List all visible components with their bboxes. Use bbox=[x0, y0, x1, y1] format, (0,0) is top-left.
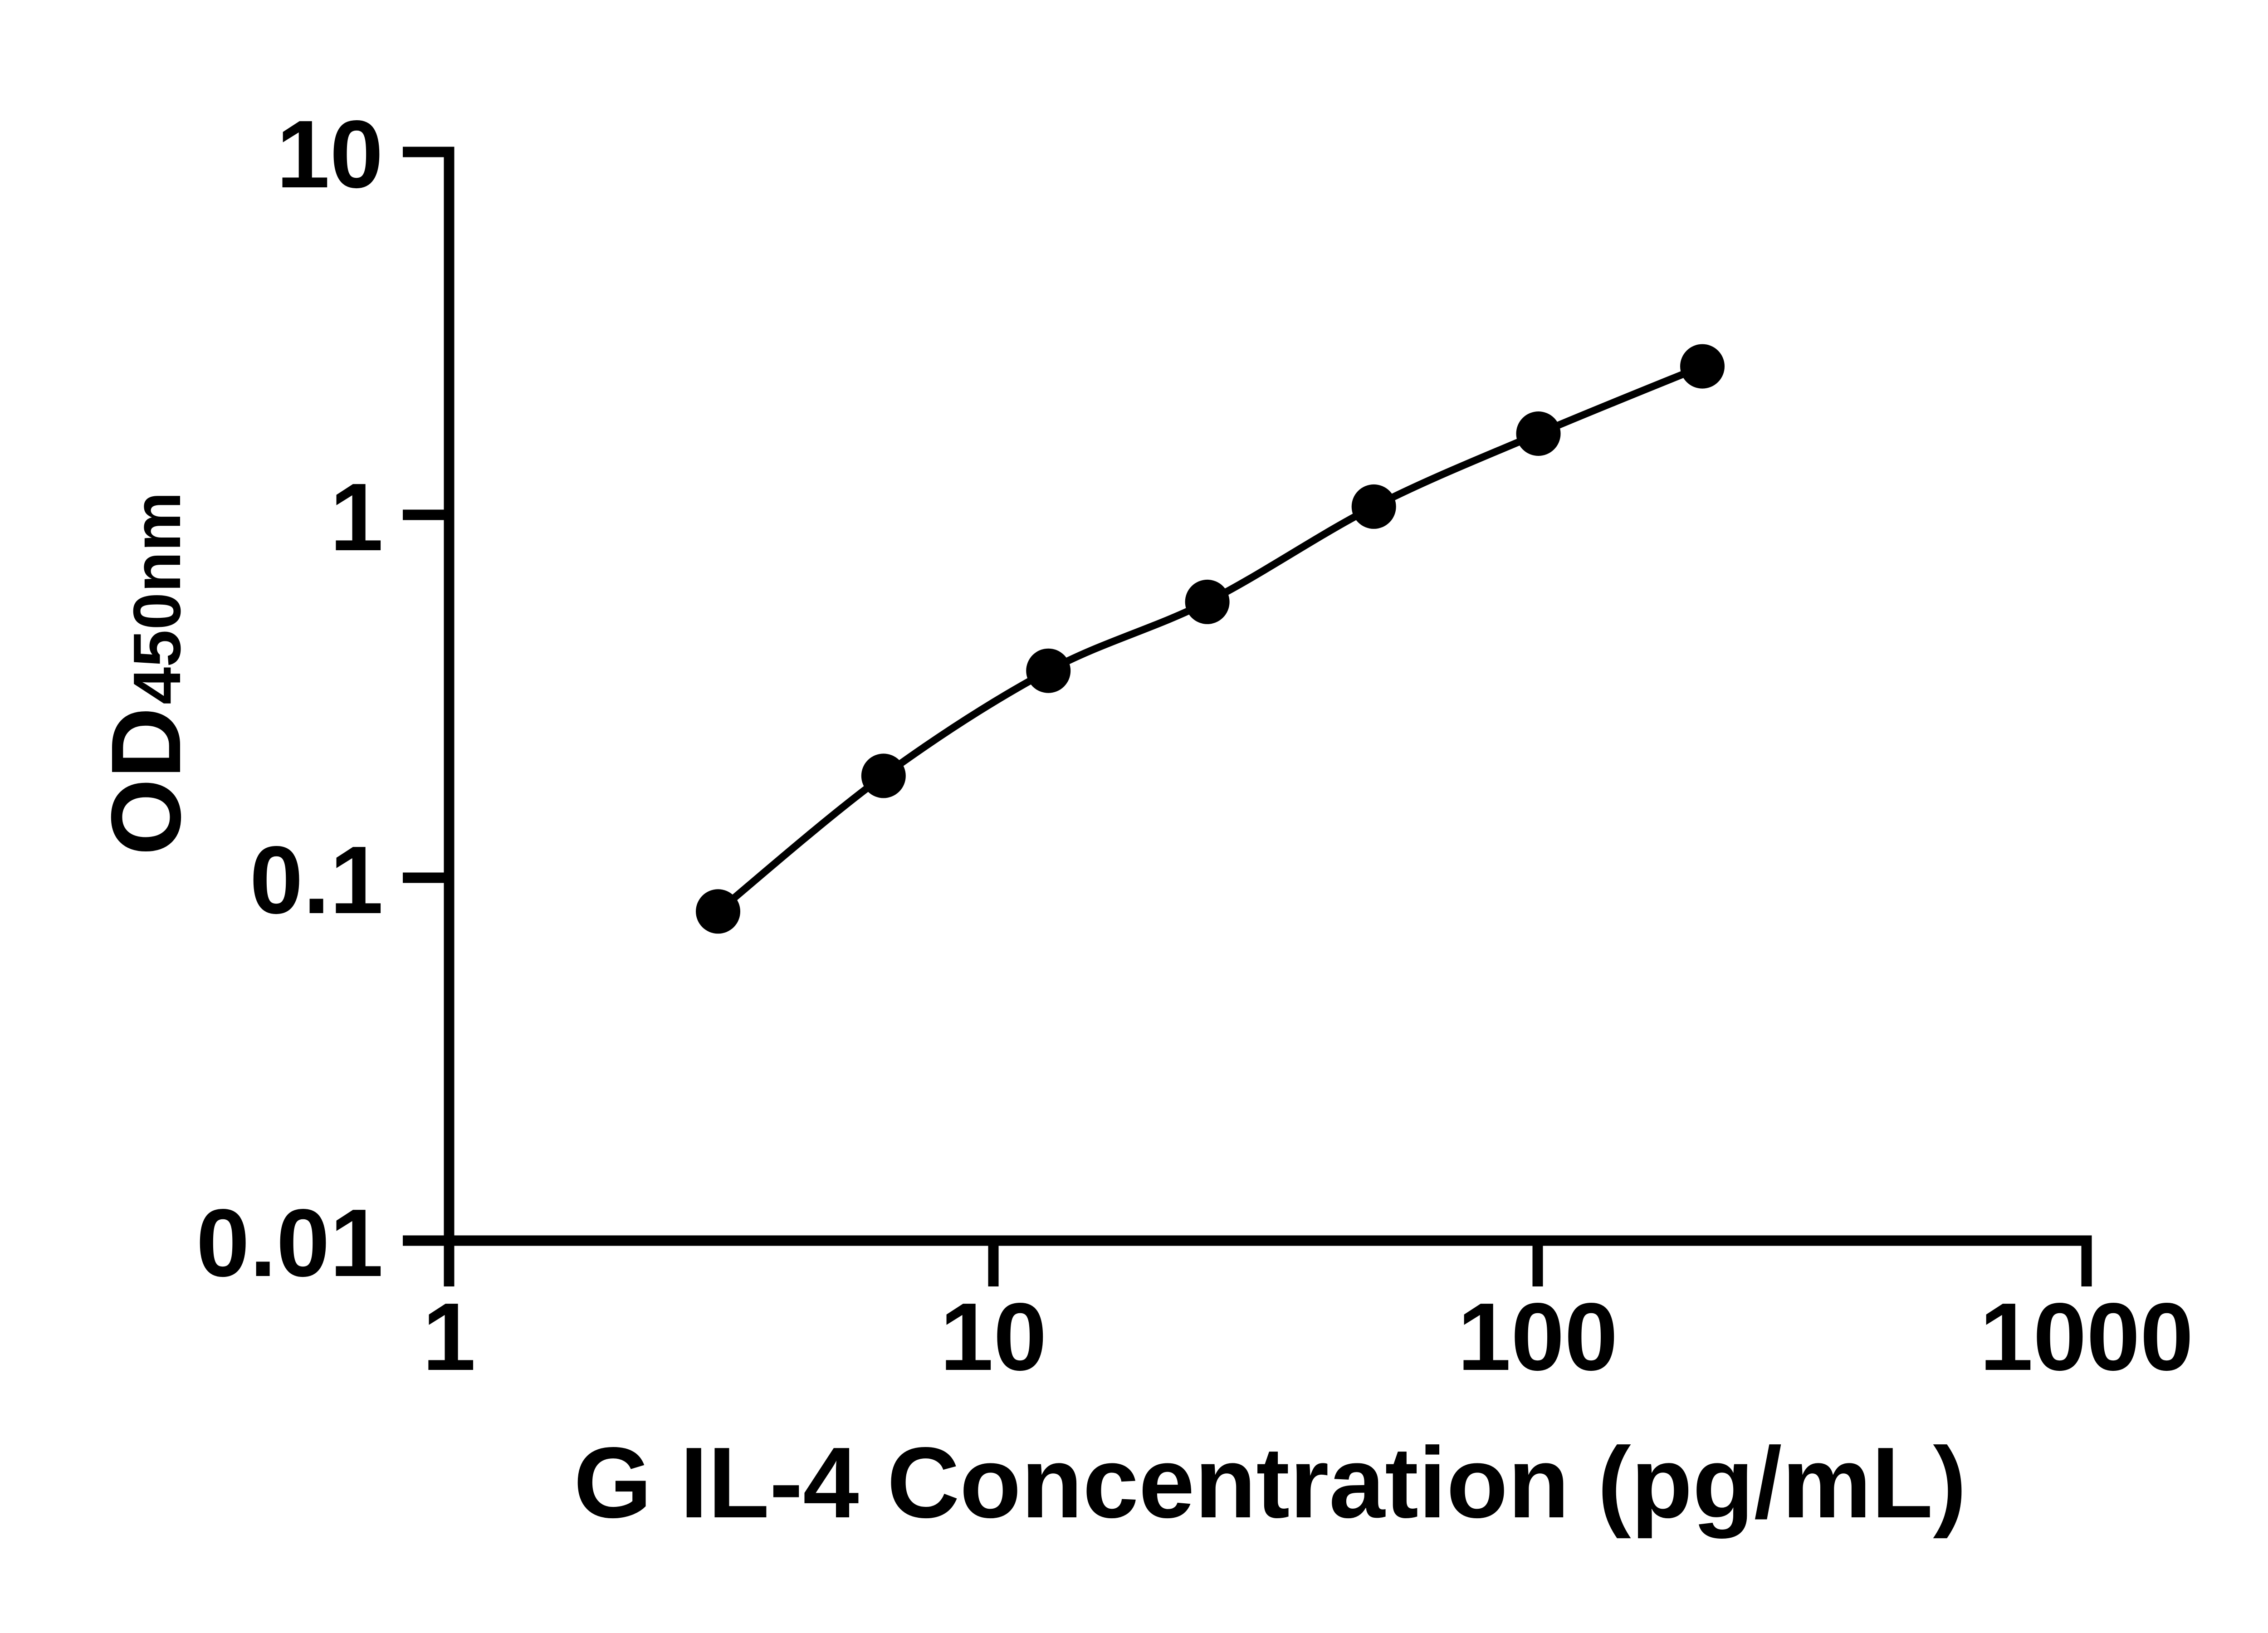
svg-text:1: 1 bbox=[422, 1283, 476, 1390]
svg-text:10: 10 bbox=[940, 1283, 1047, 1390]
svg-text:100: 100 bbox=[1457, 1283, 1618, 1390]
svg-text:0.01: 0.01 bbox=[196, 1189, 383, 1296]
svg-text:1000: 1000 bbox=[1980, 1283, 2194, 1390]
svg-text:10: 10 bbox=[276, 100, 383, 208]
svg-text:1: 1 bbox=[330, 463, 383, 571]
svg-text:G IL-4 Concentration (pg/mL): G IL-4 Concentration (pg/mL) bbox=[574, 1427, 1967, 1539]
svg-text:0.1: 0.1 bbox=[249, 826, 383, 934]
